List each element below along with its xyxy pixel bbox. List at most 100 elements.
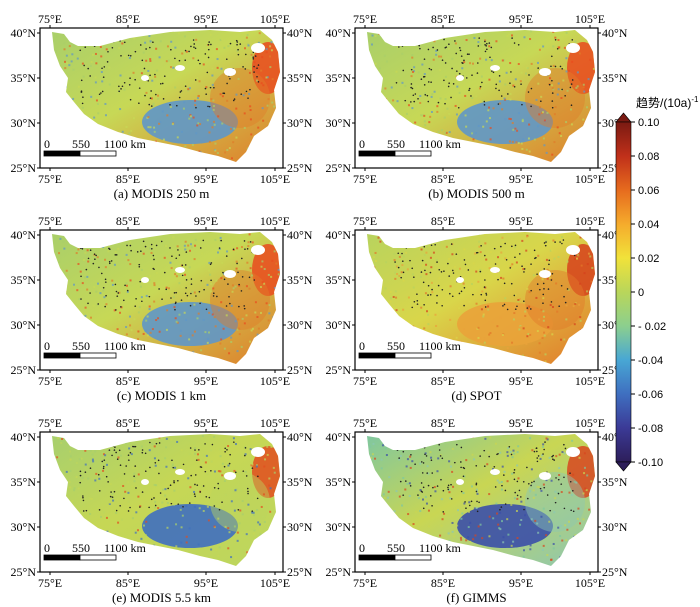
significance-dot <box>481 81 483 84</box>
trend-pixel <box>407 296 410 299</box>
significance-dot <box>217 482 219 485</box>
trend-pixel <box>483 337 486 340</box>
trend-pixel <box>145 319 148 322</box>
trend-pixel <box>557 88 560 91</box>
trend-pixel <box>148 34 151 37</box>
significance-dot <box>423 58 426 60</box>
trend-pixel <box>589 255 592 258</box>
trend-pixel <box>153 284 156 287</box>
trend-pixel <box>558 467 561 470</box>
significance-dot <box>551 106 554 109</box>
trend-pixel <box>193 490 196 493</box>
trend-pixel <box>239 509 242 512</box>
map-panel-c: 75°E 75°E 85°E 85°E 95°E 95°E 105°E 105°E 40°N 40… <box>8 210 321 390</box>
significance-dot <box>229 453 231 456</box>
trend-pixel <box>562 79 565 82</box>
significance-dot <box>420 490 423 493</box>
trend-pixel <box>588 508 591 511</box>
trend-pixel <box>440 129 443 132</box>
significance-dot <box>173 481 175 484</box>
trend-pixel <box>574 258 577 261</box>
trend-pixel <box>524 514 527 517</box>
significance-dot <box>102 286 105 289</box>
trend-pixel <box>261 281 264 284</box>
trend-pixel <box>577 254 580 257</box>
colorbar-tick-label: 0.02 <box>638 253 659 265</box>
trend-pixel <box>119 108 122 111</box>
trend-pixel <box>226 149 229 152</box>
significance-dot <box>450 96 452 99</box>
trend-pixel <box>475 506 478 509</box>
trend-pixel <box>153 286 156 289</box>
significance-dot <box>485 292 487 295</box>
panel-caption: (e) MODIS 5.5 km <box>112 590 211 605</box>
trend-pixel <box>535 98 538 101</box>
trend-pixel <box>563 66 566 69</box>
significance-dot <box>228 295 230 298</box>
trend-pixel <box>159 40 162 43</box>
map-panel-d: 75°E 75°E 85°E 85°E 95°E 95°E 105°E 105°E 40°N 40… <box>323 210 636 390</box>
significance-dot <box>115 290 118 293</box>
trend-pixel <box>230 340 233 343</box>
trend-pixel <box>517 445 520 448</box>
no-data-gap <box>224 270 236 278</box>
trend-pixel <box>589 58 592 61</box>
significance-dot <box>543 242 546 244</box>
trend-pixel <box>128 56 131 59</box>
trend-pixel <box>193 258 196 261</box>
trend-pixel <box>96 256 99 259</box>
significance-dot <box>198 290 201 293</box>
significance-dot <box>402 260 404 262</box>
trend-pixel <box>269 55 272 58</box>
trend-pixel <box>70 42 73 45</box>
significance-dot <box>181 264 184 267</box>
trend-pixel <box>546 438 549 441</box>
trend-pixel <box>268 477 271 480</box>
trend-pixel <box>181 514 184 517</box>
trend-pixel <box>545 437 548 440</box>
trend-pixel <box>162 488 165 491</box>
significance-dot <box>543 448 545 451</box>
significance-dot <box>464 263 467 266</box>
trend-pixel <box>105 463 108 466</box>
significance-dot <box>498 75 501 77</box>
trend-pixel <box>108 501 111 504</box>
significance-dot <box>150 247 153 250</box>
trend-pixel <box>571 494 574 497</box>
trend-pixel <box>184 273 187 276</box>
significance-dot <box>207 56 210 59</box>
trend-pixel <box>149 59 152 62</box>
trend-pixel <box>455 336 458 339</box>
trend-pixel <box>63 247 66 250</box>
trend-pixel <box>116 328 119 331</box>
trend-pixel <box>509 118 512 121</box>
trend-pixel <box>436 110 439 113</box>
significance-dot <box>154 73 156 76</box>
trend-pixel <box>222 327 225 330</box>
trend-pixel <box>511 34 514 37</box>
scale-bar-label: 550 <box>387 541 405 555</box>
trend-pixel <box>208 261 211 264</box>
trend-pixel <box>519 324 522 327</box>
trend-pixel <box>379 240 382 243</box>
trend-pixel <box>210 48 213 51</box>
trend-pixel <box>245 285 248 288</box>
lon-tick-label-bottom: 105°E <box>575 374 605 388</box>
trend-pixel <box>76 57 79 60</box>
trend-pixel <box>244 47 247 50</box>
significance-dot <box>163 75 166 77</box>
trend-pixel <box>541 278 544 281</box>
lon-tick-label-bottom: 75°E <box>38 374 62 388</box>
trend-pixel <box>371 43 374 46</box>
significance-dot <box>139 44 142 46</box>
significance-dot <box>537 67 539 69</box>
significance-dot <box>510 453 513 456</box>
significance-dot <box>149 46 151 49</box>
trend-pixel <box>454 104 457 107</box>
trend-pixel <box>234 489 237 492</box>
trend-pixel <box>485 58 488 61</box>
lon-tick-label-top: 95°E <box>194 416 218 430</box>
significance-dot <box>87 257 90 260</box>
trend-pixel <box>462 282 465 285</box>
trend-pixel <box>504 118 507 121</box>
